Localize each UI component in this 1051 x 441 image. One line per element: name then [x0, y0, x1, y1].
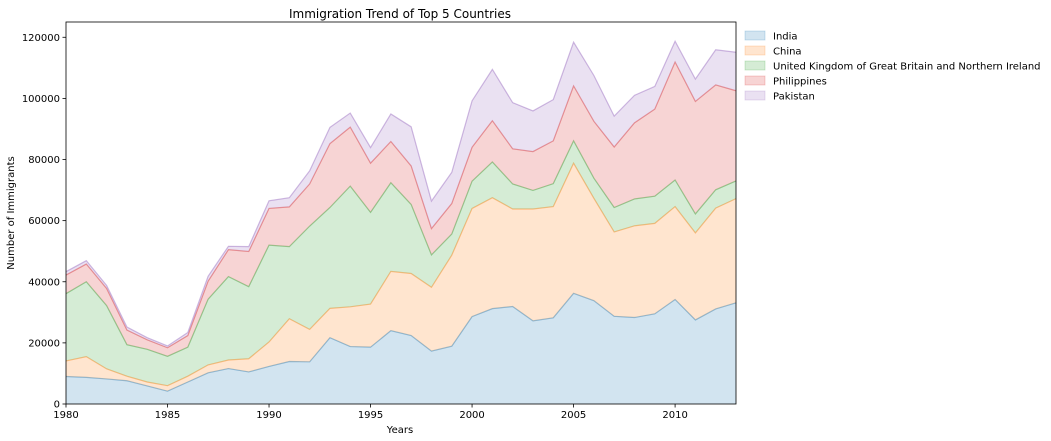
chart-title: Immigration Trend of Top 5 Countries — [289, 7, 511, 21]
x-axis-ticks: 1980 1985 1990 1995 2000 2005 2010 — [53, 404, 688, 421]
area-series-4 — [66, 41, 736, 348]
legend-swatch — [744, 75, 766, 86]
x-tick-label: 1990 — [256, 410, 281, 421]
y-tick-label: 120000 — [22, 33, 60, 44]
legend-label: China — [773, 47, 802, 58]
x-tick-label: 1980 — [53, 410, 78, 421]
y-tick-label: 80000 — [28, 155, 60, 166]
x-axis-label: Years — [386, 425, 413, 436]
area-edge-series-1 — [65, 161, 737, 387]
y-tick-label: 40000 — [28, 277, 60, 288]
legend-swatch — [744, 90, 766, 101]
y-axis-label: Number of Immigrants — [6, 156, 17, 269]
legend-label: Philippines — [773, 77, 827, 88]
legend-swatch — [744, 30, 766, 41]
legend: India China United Kingdom of Great Britai… — [744, 30, 1041, 103]
plot-frame — [65, 21, 737, 405]
x-tick-label: 1985 — [155, 410, 180, 421]
area-series-1 — [66, 163, 736, 392]
area-series-0 — [66, 293, 736, 404]
y-tick-label: 20000 — [28, 338, 60, 349]
y-tick-label: 0 — [54, 400, 60, 411]
y-axis-ticks: 0 20000 40000 60000 80000 100000 120000 — [22, 33, 66, 411]
legend-label: Pakistan — [773, 92, 815, 103]
area-edge-series-2 — [65, 139, 737, 357]
x-tick-label: 2010 — [662, 410, 687, 421]
y-tick-label: 100000 — [22, 94, 60, 105]
legend-label: India — [773, 32, 798, 43]
legend-swatch — [744, 45, 766, 56]
area-edge-series-3 — [65, 60, 737, 349]
y-tick-label: 60000 — [28, 216, 60, 227]
area-series-3 — [66, 62, 736, 357]
area-layer — [65, 39, 737, 404]
legend-label: United Kingdom of Great Britain and Nort… — [773, 62, 1041, 73]
area-edge-series-4 — [65, 39, 737, 347]
x-tick-label: 2000 — [459, 410, 484, 421]
x-tick-label: 2005 — [561, 410, 586, 421]
area-series-2 — [66, 140, 736, 386]
area-edge-series-0 — [65, 292, 737, 392]
legend-swatch — [744, 60, 766, 71]
x-tick-label: 1995 — [358, 410, 383, 421]
